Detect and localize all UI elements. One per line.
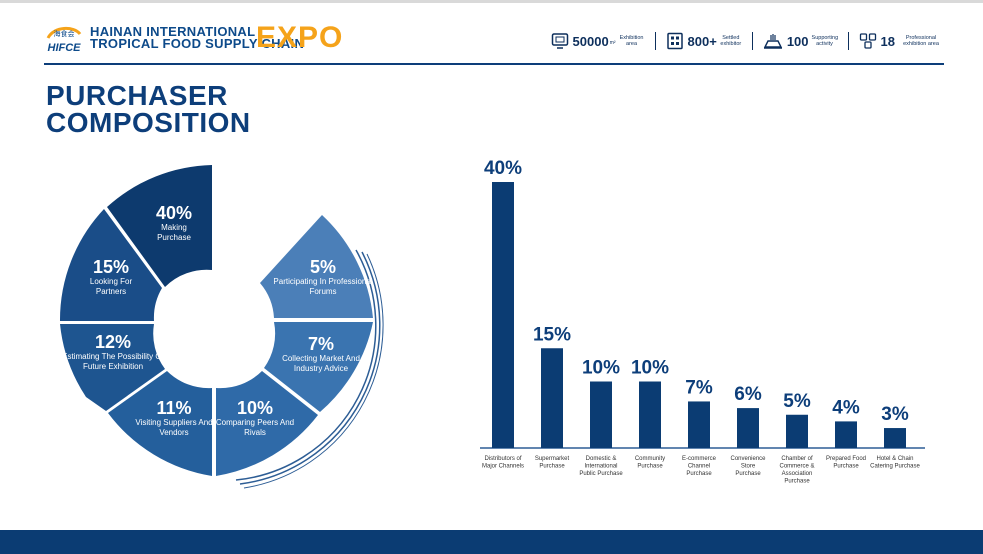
bar-chart: 40% Distributors of Major Channels 15% Super… xyxy=(480,158,925,485)
outer-arc xyxy=(235,249,377,481)
donut-outer-arcs xyxy=(235,249,384,489)
segment-pct: 11% xyxy=(156,398,192,418)
page-title: PURCHASER COMPOSITION xyxy=(46,80,251,138)
bar-category-label: Distributors of Major Channels xyxy=(482,456,524,470)
bar-6 xyxy=(786,414,808,448)
divider xyxy=(847,32,849,50)
logo-line2: TROPICAL FOOD SUPPLY CHAIN xyxy=(90,36,305,51)
bar-category-label: Chamber of Commerce & Association Purchase xyxy=(779,456,814,485)
bar-8 xyxy=(884,428,906,448)
bar-value-label: 10% xyxy=(631,358,669,379)
stat-value: 18 xyxy=(880,33,895,49)
footer-bar xyxy=(0,530,983,554)
stat-areas: 18 Professional exhibition area xyxy=(859,32,944,50)
header: 海食会 HIFCE HAINAN INTERNATIONAL TROPICAL … xyxy=(44,20,944,60)
donut-segment-making-purchase xyxy=(107,165,212,287)
donut-segment-looking-for-partners xyxy=(59,209,162,321)
logo-line1: HAINAN INTERNATIONAL xyxy=(90,24,256,39)
stat-value: 800+ xyxy=(687,33,717,49)
bar-category-label: Convenience Store Purchase xyxy=(730,456,766,477)
stat-label: Exhibition area xyxy=(619,35,644,47)
bar-value-label: 10% xyxy=(582,358,620,379)
stat-exhibition-area: 50000 m² Exhibition area xyxy=(551,32,645,50)
donut-segment-estimating xyxy=(60,324,165,411)
bar-category-label: Community Purchase xyxy=(635,456,665,470)
segment-label: 7% Collecting Market And Industry Advice xyxy=(266,335,376,374)
page-title-line1: PURCHASER xyxy=(46,80,228,111)
donut-segment-collecting-advice xyxy=(264,322,373,412)
segment-text: Making Purchase xyxy=(157,223,191,242)
stat-value: 100 xyxy=(786,33,809,49)
building-icon xyxy=(666,32,683,50)
bar-category-label: Prepared Food Purchase xyxy=(826,456,866,470)
top-border xyxy=(0,0,983,3)
stat-value: 50000 xyxy=(572,33,609,49)
donut-segments xyxy=(59,165,373,476)
bar-value-label: 5% xyxy=(783,391,811,412)
segment-label: 11% Visiting Suppliers And Vendors xyxy=(124,399,224,438)
bar-category-label: E-commerce Channel Purchase xyxy=(682,456,717,477)
segment-text: Collecting Market And Industry Advice xyxy=(282,354,360,373)
stat-unit: m² xyxy=(609,40,616,46)
bar-value-label: 3% xyxy=(881,404,909,425)
segment-pct: 10% xyxy=(236,398,274,418)
bar-value-label: 6% xyxy=(734,384,762,405)
segment-label: 12% Estimating The Possibility Of Future… xyxy=(58,333,168,372)
bar-value-label: 15% xyxy=(533,324,571,345)
logo-mark-text: HIFCE xyxy=(48,42,82,54)
bar-0 xyxy=(492,182,514,448)
segment-pct: 12% xyxy=(94,332,132,352)
divider xyxy=(654,32,656,50)
bar-category-label: Hotel & Chain Catering Purchase xyxy=(870,456,920,470)
header-rule xyxy=(44,63,944,65)
page-title-line2: COMPOSITION xyxy=(46,107,251,138)
segment-pct: 40% xyxy=(155,203,193,223)
bar-3 xyxy=(639,381,661,448)
outer-arc xyxy=(243,253,384,489)
bar-5 xyxy=(737,408,759,448)
donut-segment-comparing-peers xyxy=(216,371,318,476)
bar-value-label: 7% xyxy=(685,377,713,398)
segment-label: 15% Looking For Partners xyxy=(66,258,156,297)
bar-category-label: Domestic & International Public Purchase xyxy=(579,456,623,477)
segment-text: Estimating The Possibility Of Future Exh… xyxy=(62,352,164,371)
stat-label: Settled exhibitor xyxy=(720,35,742,47)
divider xyxy=(751,32,753,50)
segment-pct: 15% xyxy=(92,257,130,277)
segment-label: 5% Participating In Professional Forums xyxy=(268,258,378,297)
bar-7 xyxy=(835,421,857,448)
outer-arc xyxy=(239,251,381,485)
logo-icon: 海食会 HIFCE xyxy=(46,27,82,54)
podium-icon xyxy=(763,34,782,49)
stat-label: Professional exhibition area xyxy=(903,35,939,47)
stat-activities: 100 Supporting activity xyxy=(763,32,838,50)
bar-value-label: 4% xyxy=(832,397,860,418)
cubes-icon xyxy=(859,33,876,49)
segment-pct: 7% xyxy=(307,334,334,354)
bar-value-label: 40% xyxy=(484,158,522,179)
logo-cn-text: 海食会 xyxy=(54,29,75,38)
bar-4 xyxy=(688,401,710,448)
donut-segment-forums xyxy=(260,215,373,318)
bar-category-label: Supermarket Purchase xyxy=(535,456,570,470)
segment-label: 40% Making Purchase xyxy=(124,204,224,243)
segment-text: Participating In Professional Forums xyxy=(273,277,373,296)
bar-2 xyxy=(590,381,612,448)
logo-text: HAINAN INTERNATIONAL TROPICAL FOOD SUPPL… xyxy=(90,24,305,51)
bar-1 xyxy=(541,348,563,448)
segment-text: Comparing Peers And Rivals xyxy=(215,418,295,437)
logo-expo: EXPO xyxy=(256,21,344,54)
stat-label: Supporting activity xyxy=(811,35,839,47)
screen-icon xyxy=(551,33,568,49)
segment-pct: 5% xyxy=(309,257,336,277)
segment-text: Visiting Suppliers And Vendors xyxy=(135,418,213,437)
stat-exhibitors: 800+ Settled exhibitor xyxy=(666,32,742,50)
segment-text: Looking For Partners xyxy=(89,277,133,296)
segment-label: 10% Comparing Peers And Rivals xyxy=(205,399,305,438)
donut-segment-visiting-suppliers xyxy=(108,371,212,476)
header-stats: 50000 m² Exhibition area 800+ Settled ex… xyxy=(541,30,944,52)
